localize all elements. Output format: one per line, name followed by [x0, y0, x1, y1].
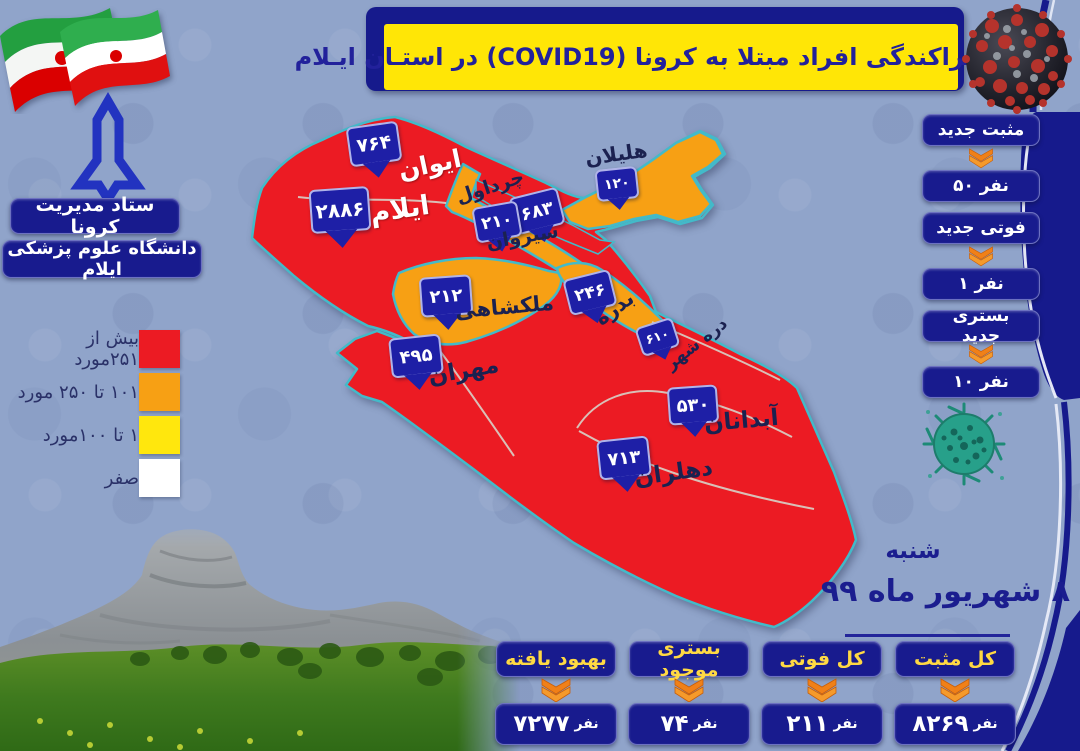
cases-badge-ilam: ۲۸۸۶ [308, 185, 372, 235]
total-positive-column: کل مثبت ۸۲۶۹ نفر [894, 641, 1016, 745]
title-banner: نقشه پراکندگی افراد مبتلا به کرونا (COVI… [295, 24, 1047, 90]
recovered-value: ۷۲۷۷ نفر [495, 703, 617, 745]
date-block: شنبه ۸ شهریور ماه ۹۹ [820, 538, 1070, 609]
coronavirus-green-icon [922, 402, 1006, 486]
arrow-down-icon [674, 678, 704, 702]
university-emblem-icon [70, 92, 146, 206]
date-line: ۸ شهریور ماه ۹۹ [820, 574, 1070, 609]
new-stats-panel: مثبت جدید ۵۰ نفر فوتی جدید ۱ نفر بستری ج… [922, 114, 1040, 398]
map-legend: بیش از ۲۵۱مورد ۱۰۱ تا ۲۵۰ مورد ۱ تا ۱۰۰م… [8, 328, 180, 502]
map-helilan-orange [560, 130, 725, 231]
recovered-label: بهبود یافته [496, 641, 616, 677]
arrow-down-icon [969, 148, 993, 169]
arrow-down-icon [541, 678, 571, 702]
total-deaths-column: کل فوتی ۲۱۱ نفر [761, 641, 883, 745]
total-positive-value: ۸۲۶۹ نفر [894, 703, 1016, 745]
legend-swatch-white [139, 459, 180, 497]
page-title: نقشه پراکندگی افراد مبتلا به کرونا (COVI… [294, 43, 1048, 71]
legend-swatch-yellow [139, 416, 180, 454]
mountain-scene [0, 529, 520, 751]
arrow-down-icon [969, 344, 993, 365]
legend-row-white: صفر [8, 459, 180, 497]
arrow-down-icon [969, 246, 993, 267]
legend-row-yellow: ۱ تا ۱۰۰مورد [8, 416, 180, 454]
legend-swatch-red [139, 330, 180, 368]
current-hospitalized-column: بستری موجود ۷۴ نفر [628, 637, 750, 745]
total-deaths-label: کل فوتی [762, 641, 882, 677]
recovered-column: بهبود یافته ۷۲۷۷ نفر [495, 641, 617, 745]
new-deaths-label: فوتی جدید [922, 212, 1040, 244]
legend-row-orange: ۱۰۱ تا ۲۵۰ مورد [8, 373, 180, 411]
total-deaths-value: ۲۱۱ نفر [761, 703, 883, 745]
landscape-photo [0, 495, 520, 751]
new-hospitalized-label: بستری جدید [922, 306, 1040, 346]
legend-swatch-orange [139, 373, 180, 411]
total-positive-label: کل مثبت [895, 641, 1015, 677]
coronavirus-dark-icon [962, 4, 1072, 114]
org-university-pill: دانشگاه علوم پزشکی ایلام [2, 238, 202, 280]
new-deaths-value: ۱ نفر [922, 268, 1040, 300]
arrow-down-icon [940, 678, 970, 702]
legend-row-red: بیش از ۲۵۱مورد [8, 328, 180, 370]
date-weekday: شنبه [885, 538, 941, 564]
new-positive-value: ۵۰ نفر [922, 170, 1040, 202]
current-hospitalized-label: بستری موجود [629, 637, 749, 681]
org-title-pill: ستاد مدیریت کرونا [10, 194, 180, 238]
current-hospitalized-value: ۷۴ نفر [628, 703, 750, 745]
new-positive-label: مثبت جدید [922, 114, 1040, 146]
cases-badge-helilan: ۱۲۰ [594, 165, 640, 203]
cases-badge-eyvan: ۷۶۴ [345, 120, 403, 168]
date-underline [845, 634, 1010, 637]
iran-flags-icon [0, 8, 170, 112]
arrow-down-icon [807, 678, 837, 702]
new-hospitalized-value: ۱۰ نفر [922, 366, 1040, 398]
totals-panel: کل مثبت ۸۲۶۹ نفر کل فوتی ۲۱۱ نفر بستری م… [495, 637, 1016, 745]
